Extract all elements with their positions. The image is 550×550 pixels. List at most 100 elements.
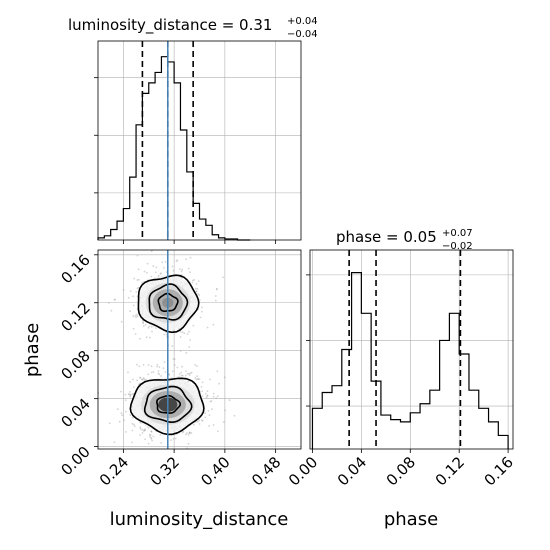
- scatter-point: [142, 377, 145, 379]
- scatter-point: [187, 434, 190, 436]
- scatter-point: [132, 378, 134, 381]
- scatter-point: [157, 372, 160, 375]
- scatter-point: [163, 361, 166, 363]
- scatter-point: [188, 372, 190, 375]
- d2-xtick-label-0: 0.24: [96, 453, 132, 489]
- scatter-point: [141, 378, 144, 381]
- scatter-point: [193, 279, 196, 281]
- scatter-point: [144, 428, 146, 431]
- scatter-point: [127, 297, 130, 299]
- scatter-point: [152, 265, 155, 268]
- scatter-point: [201, 381, 204, 384]
- scatter-point: [184, 374, 187, 377]
- scatter-point: [147, 373, 150, 376]
- scatter-point: [200, 386, 203, 388]
- scatter-point: [161, 261, 164, 264]
- scatter-point: [145, 378, 147, 381]
- scatter-point: [132, 295, 135, 298]
- scatter-point: [188, 346, 191, 348]
- scatter-point: [198, 294, 201, 296]
- scatter-point: [128, 393, 131, 396]
- scatter-point: [141, 281, 144, 284]
- scatter-point: [192, 324, 195, 327]
- scatter-point: [172, 269, 175, 272]
- scatter-point: [201, 420, 204, 422]
- scatter-point: [196, 377, 199, 380]
- scatter-point: [189, 372, 192, 375]
- scatter-point: [175, 260, 178, 263]
- scatter-point: [162, 367, 165, 370]
- scatter-point: [178, 376, 181, 378]
- scatter-point: [212, 392, 215, 395]
- scatter-point: [181, 268, 184, 271]
- scatter-point: [223, 376, 226, 379]
- joint-density-grid: [98, 250, 301, 449]
- scatter-point: [164, 371, 167, 373]
- scatter-point: [132, 386, 135, 388]
- scatter-point: [199, 316, 202, 319]
- scatter-point: [196, 365, 198, 367]
- scatter-point: [201, 390, 204, 392]
- scatter-point: [180, 374, 183, 377]
- scatter-point: [216, 287, 218, 290]
- scatter-point: [171, 265, 174, 268]
- scatter-point: [197, 293, 200, 295]
- scatter-point: [146, 262, 149, 265]
- phase-histogram-ticks: 0.00 0.04 0.08 0.12 0.16: [285, 274, 517, 489]
- scatter-point: [222, 276, 224, 279]
- scatter-point: [171, 345, 174, 347]
- luminosity-distance-title-prefix: luminosity_distance = 0.31: [68, 16, 272, 35]
- d2-xtick-label-1: 0.32: [147, 453, 183, 489]
- scatter-point: [181, 431, 184, 433]
- scatter-point: [144, 438, 147, 441]
- scatter-point: [144, 323, 147, 326]
- scatter-point: [206, 395, 209, 397]
- scatter-point: [190, 432, 193, 434]
- scatter-point: [136, 379, 139, 382]
- contour-mode1-level1: [143, 385, 193, 424]
- scatter-point: [143, 378, 145, 380]
- scatter-point: [108, 302, 110, 304]
- scatter-point: [212, 395, 215, 398]
- scatter-point: [172, 358, 175, 360]
- scatter-point: [216, 395, 219, 397]
- scatter-point: [194, 377, 197, 379]
- scatter-point: [196, 375, 199, 378]
- scatter-point: [206, 394, 209, 397]
- scatter-point: [142, 325, 145, 327]
- scatter-point: [179, 336, 182, 338]
- scatter-point: [152, 435, 155, 438]
- ph-xtick-label-2: 0.08: [383, 453, 419, 489]
- scatter-point: [160, 272, 162, 275]
- ph-xtick-label-3: 0.12: [432, 453, 468, 489]
- scatter-point: [129, 290, 132, 292]
- scatter-point: [185, 432, 188, 434]
- scatter-point: [148, 435, 151, 438]
- scatter-point: [125, 431, 127, 433]
- d2-ytick-label-2: 0.08: [57, 347, 93, 383]
- scatter-point: [198, 419, 201, 422]
- scatter-point: [120, 412, 123, 415]
- scatter-point: [209, 378, 211, 381]
- scatter-point: [195, 378, 198, 381]
- scatter-point: [188, 330, 190, 333]
- scatter-point: [141, 432, 144, 434]
- scatter-point: [197, 280, 200, 282]
- scatter-point: [150, 436, 152, 439]
- scatter-point: [156, 363, 159, 366]
- scatter-point: [181, 374, 184, 377]
- scatter-point: [198, 378, 201, 380]
- scatter-point: [181, 331, 184, 333]
- contour-mode0-level1: [148, 283, 189, 321]
- scatter-point: [214, 299, 217, 302]
- scatter-point: [197, 378, 200, 381]
- scatter-point: [110, 309, 113, 312]
- scatter-point: [188, 432, 191, 435]
- scatter-point: [192, 279, 194, 282]
- scatter-point: [196, 287, 199, 290]
- scatter-point: [183, 332, 186, 334]
- scatter-point: [215, 397, 218, 400]
- scatter-point: [129, 310, 132, 313]
- luminosity-distance-histogram-ticks: [94, 77, 277, 244]
- scatter-point: [152, 371, 155, 373]
